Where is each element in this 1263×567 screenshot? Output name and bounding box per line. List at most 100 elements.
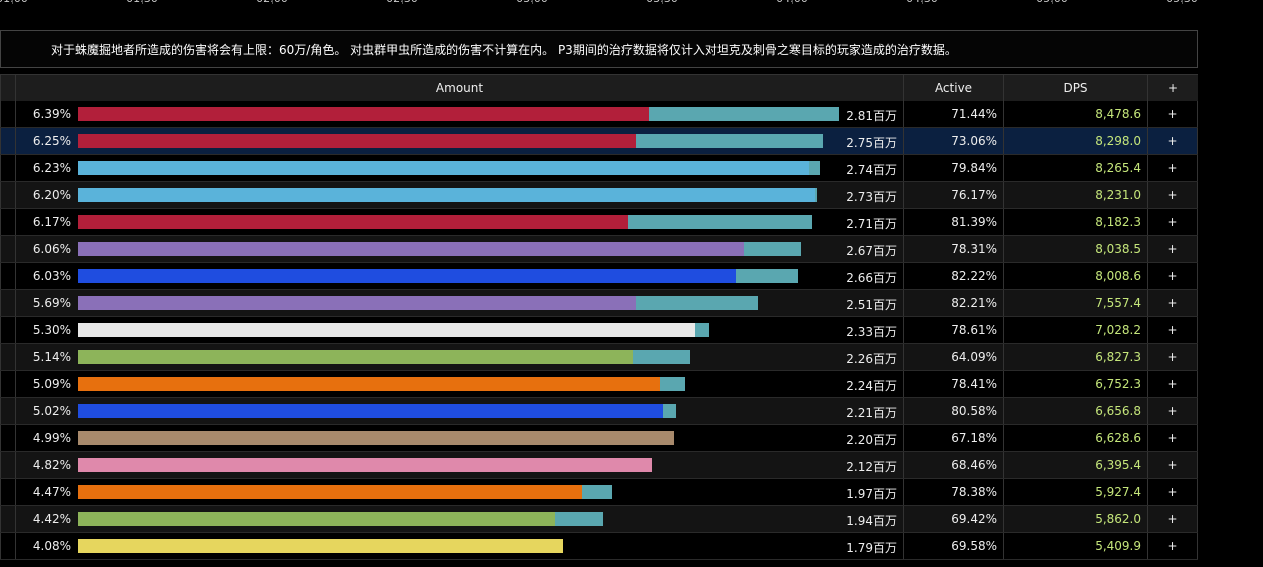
percent: 4.47% <box>32 485 71 499</box>
action-cell[interactable]: + <box>1147 101 1198 127</box>
expand-button[interactable]: + <box>1167 485 1178 499</box>
bar-segment <box>744 242 802 256</box>
header-cell[interactable]: + <box>1147 75 1198 101</box>
dps: 8,038.5 <box>1095 242 1141 256</box>
action-cell[interactable]: + <box>1147 479 1198 505</box>
action-cell[interactable]: + <box>1147 209 1198 235</box>
dps-cell: 7,557.4 <box>1003 290 1147 316</box>
active: 73.06% <box>951 134 997 148</box>
action-cell[interactable]: + <box>1147 452 1198 478</box>
active-cell: 79.84% <box>903 155 1003 181</box>
row-cell <box>0 533 15 559</box>
expand-button[interactable]: + <box>1167 458 1178 472</box>
expand-button[interactable]: + <box>1167 161 1178 175</box>
expand-button[interactable]: + <box>1167 512 1178 526</box>
row-cell <box>0 506 15 532</box>
amount-cell: 5.14% 2.26百万 <box>15 344 903 370</box>
amount-cell: 5.02% 2.21百万 <box>15 398 903 424</box>
amount-cell: 5.30% 2.33百万 <box>15 317 903 343</box>
dps: 8,182.3 <box>1095 215 1141 229</box>
amount: 1.97百万 <box>846 487 897 501</box>
amount: 2.66百万 <box>846 271 897 285</box>
timeline-tick <box>1052 0 1053 4</box>
dps: 5,862.0 <box>1095 512 1141 526</box>
active: 79.84% <box>951 161 997 175</box>
amount: 2.26百万 <box>846 352 897 366</box>
timeline-tick <box>532 0 533 4</box>
bar-segment <box>736 269 799 283</box>
row-cell <box>0 317 15 343</box>
percent: 6.20% <box>32 188 71 202</box>
action-cell[interactable]: + <box>1147 290 1198 316</box>
expand-button[interactable]: + <box>1167 323 1178 337</box>
active-cell: 82.22% <box>903 263 1003 289</box>
amount: 2.33百万 <box>846 325 897 339</box>
header-text: + <box>1167 81 1179 95</box>
active: 68.46% <box>951 458 997 472</box>
percent: 6.39% <box>32 107 71 121</box>
percent: 4.99% <box>32 431 71 445</box>
action-cell[interactable]: + <box>1147 128 1198 154</box>
header-cell: Amount <box>15 75 903 101</box>
amount-cell: 4.99% 2.20百万 <box>15 425 903 451</box>
active-cell: 69.58% <box>903 533 1003 559</box>
action-cell[interactable]: + <box>1147 344 1198 370</box>
dps: 8,008.6 <box>1095 269 1141 283</box>
active-cell: 78.38% <box>903 479 1003 505</box>
action-cell[interactable]: + <box>1147 263 1198 289</box>
action-cell[interactable]: + <box>1147 236 1198 262</box>
bar-segment <box>78 323 696 337</box>
table-row: 4.99% 2.20百万 67.18% 6,628.6 + <box>0 425 1198 452</box>
dps-cell: 8,038.5 <box>1003 236 1147 262</box>
amount: 2.73百万 <box>846 190 897 204</box>
dps-cell: 8,231.0 <box>1003 182 1147 208</box>
expand-button[interactable]: + <box>1167 188 1178 202</box>
expand-button[interactable]: + <box>1167 350 1178 364</box>
notice-box: 对于蛛魔掘地者所造成的伤害将会有上限：60万/角色。 对虫群甲虫所造成的伤害不计… <box>0 30 1198 68</box>
bar-segment <box>78 485 582 499</box>
bar-segment <box>581 485 612 499</box>
dps-cell: 8,008.6 <box>1003 263 1147 289</box>
expand-button[interactable]: + <box>1167 377 1178 391</box>
bar-segment <box>809 161 821 175</box>
action-cell[interactable]: + <box>1147 533 1198 559</box>
expand-button[interactable]: + <box>1167 269 1178 283</box>
bar-segment <box>660 377 685 391</box>
bar-segment <box>695 323 709 337</box>
action-cell[interactable]: + <box>1147 155 1198 181</box>
active-cell: 76.17% <box>903 182 1003 208</box>
expand-button[interactable]: + <box>1167 296 1178 310</box>
bar-segment <box>78 404 663 418</box>
bar-segment <box>78 269 737 283</box>
action-cell[interactable]: + <box>1147 182 1198 208</box>
timeline-label: 01:00 <box>0 0 28 5</box>
active-cell: 71.44% <box>903 101 1003 127</box>
percent: 5.14% <box>32 350 71 364</box>
table-row: 5.30% 2.33百万 78.61% 7,028.2 + <box>0 317 1198 344</box>
expand-button[interactable]: + <box>1167 134 1178 148</box>
dps: 7,028.2 <box>1095 323 1141 337</box>
amount: 1.94百万 <box>846 514 897 528</box>
expand-button[interactable]: + <box>1167 404 1178 418</box>
bar-segment <box>78 539 563 553</box>
action-cell[interactable]: + <box>1147 317 1198 343</box>
amount: 2.21百万 <box>846 406 897 420</box>
action-cell[interactable]: + <box>1147 506 1198 532</box>
expand-button[interactable]: + <box>1167 107 1178 121</box>
table-header: Amount Active DPS + <box>0 74 1198 102</box>
bar-segment <box>78 431 674 445</box>
active-cell: 81.39% <box>903 209 1003 235</box>
active: 69.58% <box>951 539 997 553</box>
bar-segment <box>633 350 691 364</box>
action-cell[interactable]: + <box>1147 371 1198 397</box>
action-cell[interactable]: + <box>1147 425 1198 451</box>
timeline-tick <box>662 0 663 4</box>
expand-button[interactable]: + <box>1167 242 1178 256</box>
bar-segment <box>635 134 823 148</box>
expand-button[interactable]: + <box>1167 539 1178 553</box>
expand-button[interactable]: + <box>1167 431 1178 445</box>
action-cell[interactable]: + <box>1147 398 1198 424</box>
table-row: 6.17% 2.71百万 81.39% 8,182.3 + <box>0 209 1198 236</box>
dps: 6,395.4 <box>1095 458 1141 472</box>
expand-button[interactable]: + <box>1167 215 1178 229</box>
